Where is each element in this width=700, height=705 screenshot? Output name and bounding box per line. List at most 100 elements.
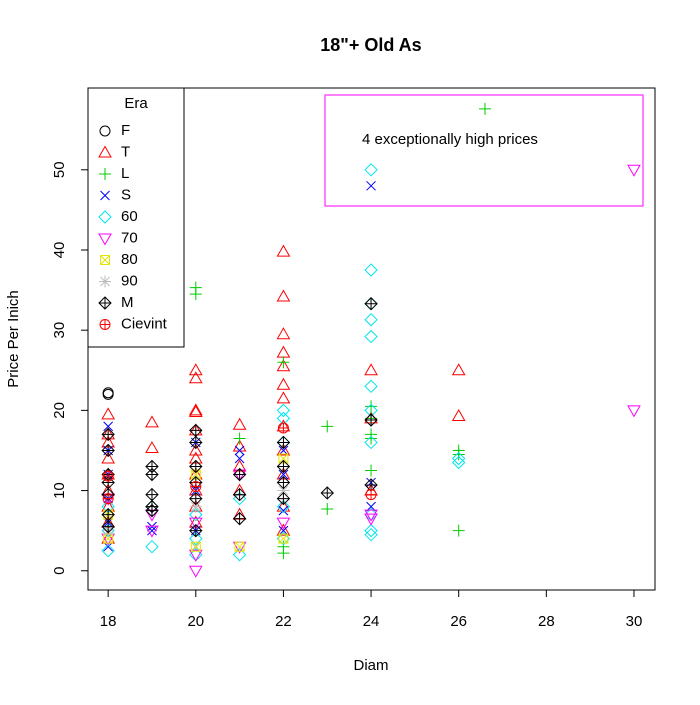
legend-label: T (121, 143, 130, 160)
point (277, 422, 289, 434)
point (364, 363, 378, 376)
point (278, 525, 289, 536)
y-tick-label: 50 (51, 161, 68, 178)
point (276, 359, 291, 372)
point (101, 543, 115, 558)
legend-marker (98, 210, 112, 224)
legend-marker (99, 275, 111, 288)
point (278, 505, 289, 516)
point (189, 459, 203, 474)
point (189, 507, 203, 522)
y-tick-label: 20 (51, 402, 68, 419)
point (189, 491, 203, 506)
x-axis-label: Diam (353, 657, 388, 674)
legend-label: 60 (121, 208, 138, 225)
point (188, 404, 203, 417)
point (276, 391, 291, 404)
point (364, 313, 378, 327)
point (278, 445, 289, 456)
point (190, 469, 201, 480)
x-tick-label: 28 (538, 613, 555, 630)
point (188, 517, 203, 530)
point (189, 288, 202, 301)
y-tick-label: 0 (51, 567, 68, 575)
point (145, 415, 159, 428)
point (364, 263, 378, 277)
x-tick-label: 26 (450, 613, 467, 630)
point (364, 413, 378, 427)
point (189, 435, 203, 450)
point (364, 523, 378, 538)
point (102, 388, 114, 400)
point (101, 451, 116, 464)
point (189, 523, 203, 538)
y-tick-label: 10 (51, 482, 68, 499)
point (365, 464, 378, 477)
point (103, 541, 114, 552)
point (452, 524, 465, 537)
point (101, 407, 116, 420)
legend-label: L (121, 165, 129, 182)
legend-label: 90 (121, 272, 138, 289)
point (103, 421, 114, 432)
point (276, 517, 291, 530)
x-tick-label: 22 (275, 613, 292, 630)
point (188, 371, 203, 384)
point (276, 377, 291, 390)
legend-label: F (121, 122, 130, 139)
point (188, 363, 203, 376)
point (190, 541, 201, 552)
point (278, 453, 289, 464)
point (188, 549, 203, 562)
legend-label: M (121, 294, 134, 311)
legend-marker (98, 296, 112, 310)
point (189, 500, 202, 513)
point (276, 403, 291, 418)
point (276, 289, 291, 302)
point (145, 441, 159, 454)
point (364, 513, 378, 526)
legend-marker (99, 168, 111, 180)
x-tick-label: 30 (626, 613, 643, 630)
legend-label: Cievint (121, 315, 168, 332)
point (364, 163, 378, 177)
legend-marker (98, 145, 112, 158)
point (232, 511, 247, 526)
point (321, 503, 334, 516)
y-tick-label: 30 (51, 322, 68, 339)
point (627, 164, 641, 177)
point (276, 435, 291, 450)
point (147, 525, 157, 536)
legend-marker (100, 190, 110, 201)
point (364, 509, 378, 522)
x-tick-label: 18 (100, 613, 117, 630)
point (145, 539, 159, 554)
point (145, 525, 159, 538)
point (102, 493, 114, 505)
point (276, 523, 291, 536)
legend-marker (99, 319, 111, 330)
point (232, 548, 247, 562)
point (234, 453, 245, 464)
legend-marker (98, 233, 112, 246)
point (364, 379, 378, 394)
point (233, 432, 246, 445)
point (451, 363, 466, 376)
point (145, 467, 159, 482)
point (365, 432, 378, 445)
point (102, 470, 114, 482)
point (276, 491, 291, 506)
legend-title: Era (124, 95, 148, 112)
y-axis-label: Price Per Inich (5, 290, 22, 388)
point (101, 427, 115, 442)
y-tick-label: 40 (51, 242, 68, 259)
point (278, 469, 289, 480)
point (320, 486, 334, 500)
point (627, 405, 641, 418)
x-tick-label: 24 (363, 613, 380, 630)
chart-title: 18"+ Old As (320, 35, 421, 55)
point (276, 475, 291, 490)
point (364, 297, 378, 311)
point (188, 403, 203, 416)
